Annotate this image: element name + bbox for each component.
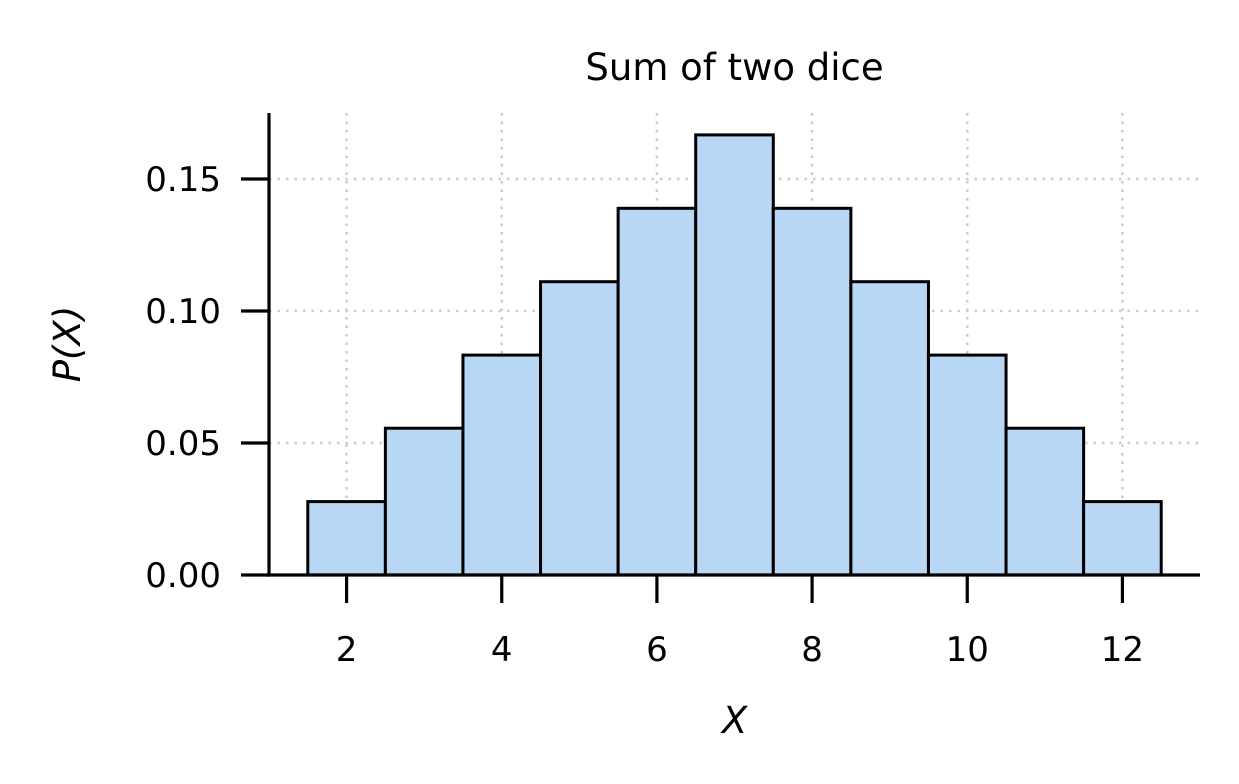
x-tick-label-0: 2 (336, 630, 358, 670)
bar-4 (461, 353, 543, 577)
chart-title: Sum of two dice (585, 46, 883, 89)
y-tick-label-3: 0.15 (145, 160, 221, 200)
bar-8 (771, 206, 853, 577)
axes (267, 113, 1200, 577)
y-axis-ticks: 0.00 0.05 0.10 0.15 (145, 160, 269, 596)
bar-5 (539, 280, 620, 577)
y-tick-label-1: 0.05 (145, 424, 221, 464)
bars (306, 133, 1163, 577)
bar-7 (694, 133, 775, 577)
x-axis-label: X (720, 699, 749, 742)
bar-9 (849, 280, 930, 577)
x-tick-label-4: 10 (946, 630, 989, 670)
bar-6 (616, 206, 698, 577)
bar-3 (383, 426, 465, 577)
y-tick-label-2: 0.10 (145, 292, 221, 332)
bar-12 (1082, 500, 1163, 577)
x-tick-label-1: 4 (491, 630, 513, 670)
bar-11 (1004, 426, 1086, 577)
y-axis-label: P(X) (46, 306, 89, 383)
x-tick-label-2: 6 (646, 630, 668, 670)
x-tick-label-5: 12 (1101, 630, 1144, 670)
y-tick-label-0: 0.00 (145, 556, 221, 596)
bar-10 (926, 353, 1008, 577)
bar-2 (306, 500, 387, 577)
x-tick-label-3: 8 (801, 630, 823, 670)
x-axis-ticks: 2 4 6 8 10 12 (336, 575, 1144, 670)
